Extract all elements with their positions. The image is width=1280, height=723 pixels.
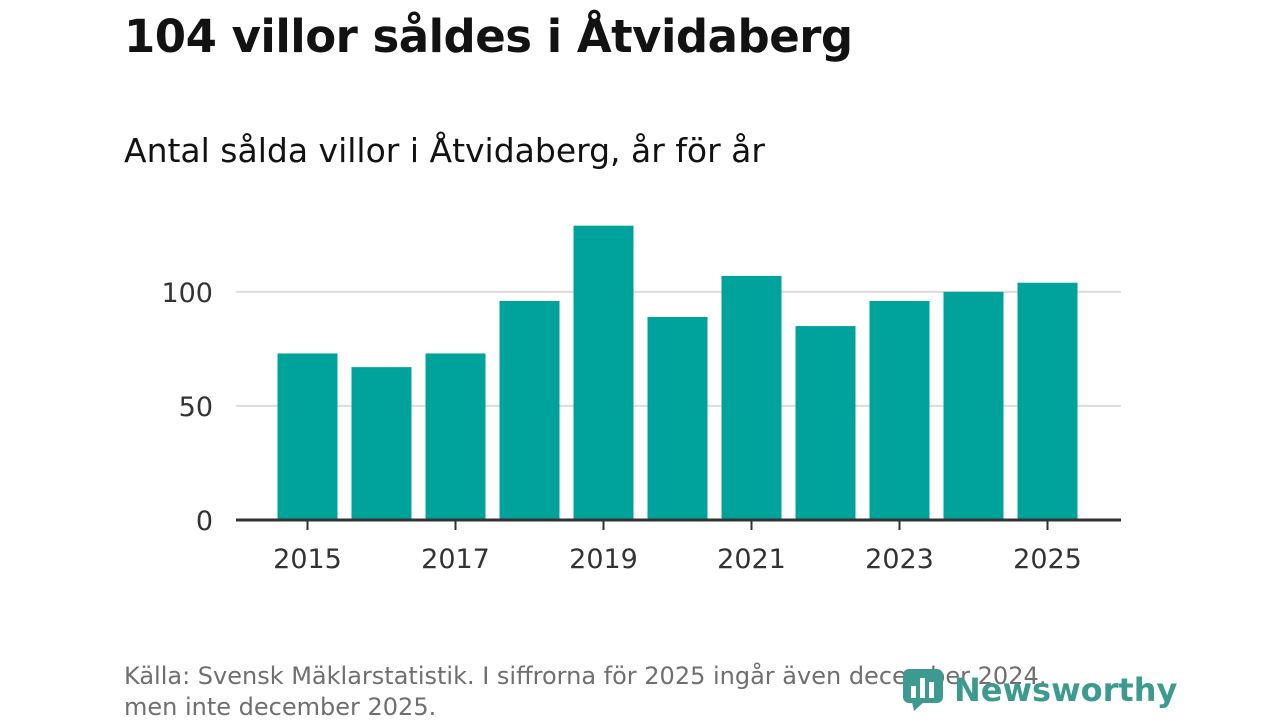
bar-2017 [425, 353, 486, 520]
x-tick-label: 2015 [273, 544, 342, 575]
bar-2019 [573, 225, 634, 520]
logo-text: Newsworthy [954, 671, 1178, 709]
bar-2016 [351, 367, 412, 520]
bar-2018 [499, 300, 560, 520]
bar-2022 [795, 326, 856, 520]
source-note: Källa: Svensk Mäklarstatistik. I siffror… [124, 662, 1047, 721]
bar-chart: 0 50 100 2015 2017 2019 2021 2023 2025 [161, 225, 1121, 575]
y-tick-label: 100 [161, 278, 213, 309]
axes: 0 50 100 2015 2017 2019 2021 2023 2025 [161, 278, 1121, 575]
chart-title: 104 villor såldes i Åtvidaberg [124, 10, 853, 63]
chart-subtitle: Antal sålda villor i Åtvidaberg, år för … [124, 131, 765, 170]
bar-2021 [721, 275, 782, 520]
newsworthy-logo: Newsworthy [902, 668, 1177, 712]
newsworthy-chart-icon [903, 669, 943, 711]
bar-2023 [869, 300, 930, 520]
bar-2020 [647, 316, 708, 520]
y-tick-label: 50 [179, 392, 213, 423]
x-tick-label: 2025 [1013, 544, 1082, 575]
bar-2024 [943, 291, 1004, 520]
x-tick-label: 2019 [569, 544, 638, 575]
y-tick-label: 0 [196, 506, 213, 537]
bar-2015 [277, 353, 338, 520]
x-tick-label: 2017 [421, 544, 490, 575]
bar-2025 [1017, 282, 1078, 520]
x-tick-label: 2021 [717, 544, 786, 575]
x-tick-label: 2023 [865, 544, 934, 575]
bars [277, 225, 1078, 520]
